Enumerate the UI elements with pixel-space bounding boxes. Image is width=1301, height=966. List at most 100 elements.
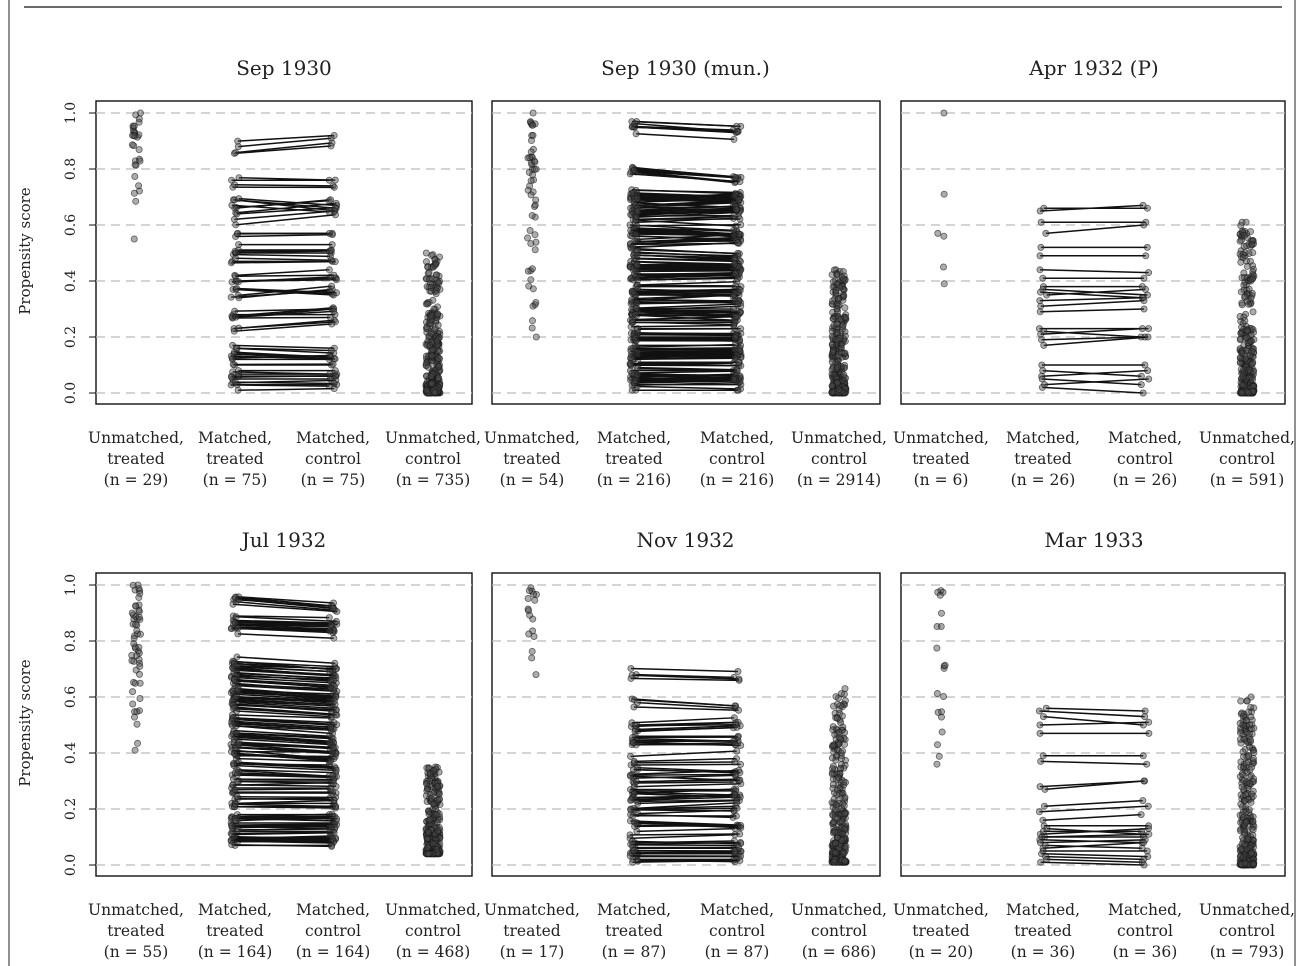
matched-treated-point bbox=[227, 259, 235, 267]
unmatched-control-point bbox=[1245, 752, 1253, 760]
matched-control-point bbox=[1138, 325, 1146, 333]
group-label: Unmatched, control (n = 735) bbox=[385, 429, 481, 489]
matched-treated-point bbox=[228, 717, 236, 725]
matched-pair-line bbox=[232, 344, 335, 349]
matched-control-point bbox=[325, 229, 333, 237]
group-label-line: Matched, bbox=[700, 429, 774, 447]
group-label: Matched, control (n = 36) bbox=[1108, 901, 1182, 961]
matched-control-point bbox=[331, 372, 339, 380]
matched-pair-line bbox=[238, 285, 332, 297]
unmatched-control-point bbox=[1243, 768, 1251, 776]
matched-pair-line bbox=[1040, 299, 1145, 307]
matched-control-point bbox=[1144, 325, 1152, 333]
matched-treated-point bbox=[1040, 802, 1048, 810]
matched-pair-line bbox=[636, 827, 736, 833]
unmatched-control-point bbox=[829, 297, 837, 305]
group-label-line: Matched, bbox=[198, 429, 272, 447]
unmatched-control-point bbox=[840, 802, 848, 810]
matched-treated-point bbox=[627, 664, 635, 672]
unmatched-control-point bbox=[840, 849, 848, 857]
matched-pair-line bbox=[238, 276, 331, 283]
matched-treated-point bbox=[234, 826, 242, 834]
matched-treated-point bbox=[1036, 297, 1044, 305]
matched-treated-point bbox=[231, 307, 239, 315]
matched-treated-point bbox=[629, 812, 637, 820]
unmatched-control-point bbox=[841, 304, 849, 312]
matched-control-point bbox=[325, 197, 333, 205]
unmatched-control-point bbox=[1238, 845, 1246, 853]
unmatched-control-point bbox=[840, 371, 848, 379]
group-label-line: treated bbox=[605, 450, 662, 468]
unmatched-control-point bbox=[841, 740, 849, 748]
group-label-line: control bbox=[1117, 450, 1173, 468]
matched-control-point bbox=[1140, 861, 1148, 869]
unmatched-control-point bbox=[841, 810, 849, 818]
unmatched-treated-point bbox=[532, 298, 540, 306]
matched-control-point bbox=[736, 830, 744, 838]
unmatched-control-point bbox=[1244, 835, 1252, 843]
unmatched-treated-point bbox=[528, 647, 536, 655]
matched-control-point bbox=[330, 385, 338, 393]
unmatched-treated-point bbox=[136, 662, 144, 670]
unmatched-control-point bbox=[433, 271, 441, 279]
matched-control-point bbox=[327, 785, 335, 793]
unmatched-control-point bbox=[433, 819, 441, 827]
matched-treated-point bbox=[1041, 785, 1049, 793]
matched-treated-point bbox=[228, 373, 236, 381]
matched-pair-line bbox=[637, 265, 737, 268]
matched-treated-point bbox=[629, 344, 637, 352]
unmatched-control-point bbox=[428, 379, 436, 387]
unmatched-treated-point bbox=[529, 121, 537, 129]
matched-pair-line bbox=[235, 233, 333, 238]
matched-treated-point bbox=[235, 195, 243, 203]
unmatched-control-point bbox=[829, 278, 837, 286]
matched-treated-point bbox=[231, 619, 239, 627]
group-label-line: control bbox=[709, 922, 765, 940]
matched-control-point bbox=[1139, 389, 1147, 397]
unmatched-control-point bbox=[429, 840, 437, 848]
unmatched-control-point bbox=[1245, 285, 1253, 293]
unmatched-control-point bbox=[430, 305, 438, 313]
unmatched-control-point bbox=[1245, 806, 1253, 814]
unmatched-control-point bbox=[1249, 818, 1257, 826]
unmatched-control-point bbox=[833, 305, 841, 313]
unmatched-control-point bbox=[828, 770, 836, 778]
group-label-line: Unmatched, bbox=[88, 429, 184, 447]
matched-treated-point bbox=[632, 212, 640, 220]
matched-treated-point bbox=[631, 822, 639, 830]
unmatched-treated-point bbox=[524, 267, 532, 275]
unmatched-control-point bbox=[424, 363, 432, 371]
matched-treated-point bbox=[1042, 704, 1050, 712]
group-label: Unmatched, treated (n = 29) bbox=[88, 429, 184, 489]
group-label-line: treated bbox=[206, 922, 263, 940]
group-label: Unmatched, treated (n = 17) bbox=[484, 901, 580, 961]
matched-control-point bbox=[733, 274, 741, 282]
unmatched-control-point bbox=[1236, 729, 1244, 737]
matched-treated-point bbox=[630, 846, 638, 854]
matched-pair-line bbox=[235, 381, 335, 385]
matched-treated-point bbox=[632, 778, 640, 786]
unmatched-control-point bbox=[435, 790, 443, 798]
unmatched-control-point bbox=[424, 844, 432, 852]
unmatched-control-point bbox=[1248, 275, 1256, 283]
matched-pair-line bbox=[637, 280, 737, 286]
unmatched-treated-point bbox=[135, 182, 143, 190]
unmatched-control-point bbox=[1249, 860, 1257, 868]
matched-treated-point bbox=[1035, 707, 1043, 715]
y-tick-label: 0.4 bbox=[63, 270, 79, 292]
panel-title: Apr 1932 (P) bbox=[1028, 56, 1158, 80]
matched-pair-line bbox=[1045, 224, 1144, 235]
matched-treated-point bbox=[233, 210, 241, 218]
unmatched-control-point bbox=[828, 327, 836, 335]
unmatched-control-point bbox=[426, 315, 434, 323]
unmatched-treated-point bbox=[526, 154, 534, 162]
unmatched-treated-point bbox=[136, 157, 144, 165]
unmatched-control-point bbox=[1247, 360, 1255, 368]
matched-control-point bbox=[735, 285, 743, 293]
matched-control-point bbox=[331, 176, 339, 184]
matched-pair-line bbox=[634, 824, 741, 828]
matched-treated-point bbox=[1037, 330, 1045, 338]
unmatched-control-point bbox=[427, 373, 435, 381]
unmatched-control-point bbox=[424, 829, 432, 837]
unmatched-control-point bbox=[1248, 790, 1256, 798]
